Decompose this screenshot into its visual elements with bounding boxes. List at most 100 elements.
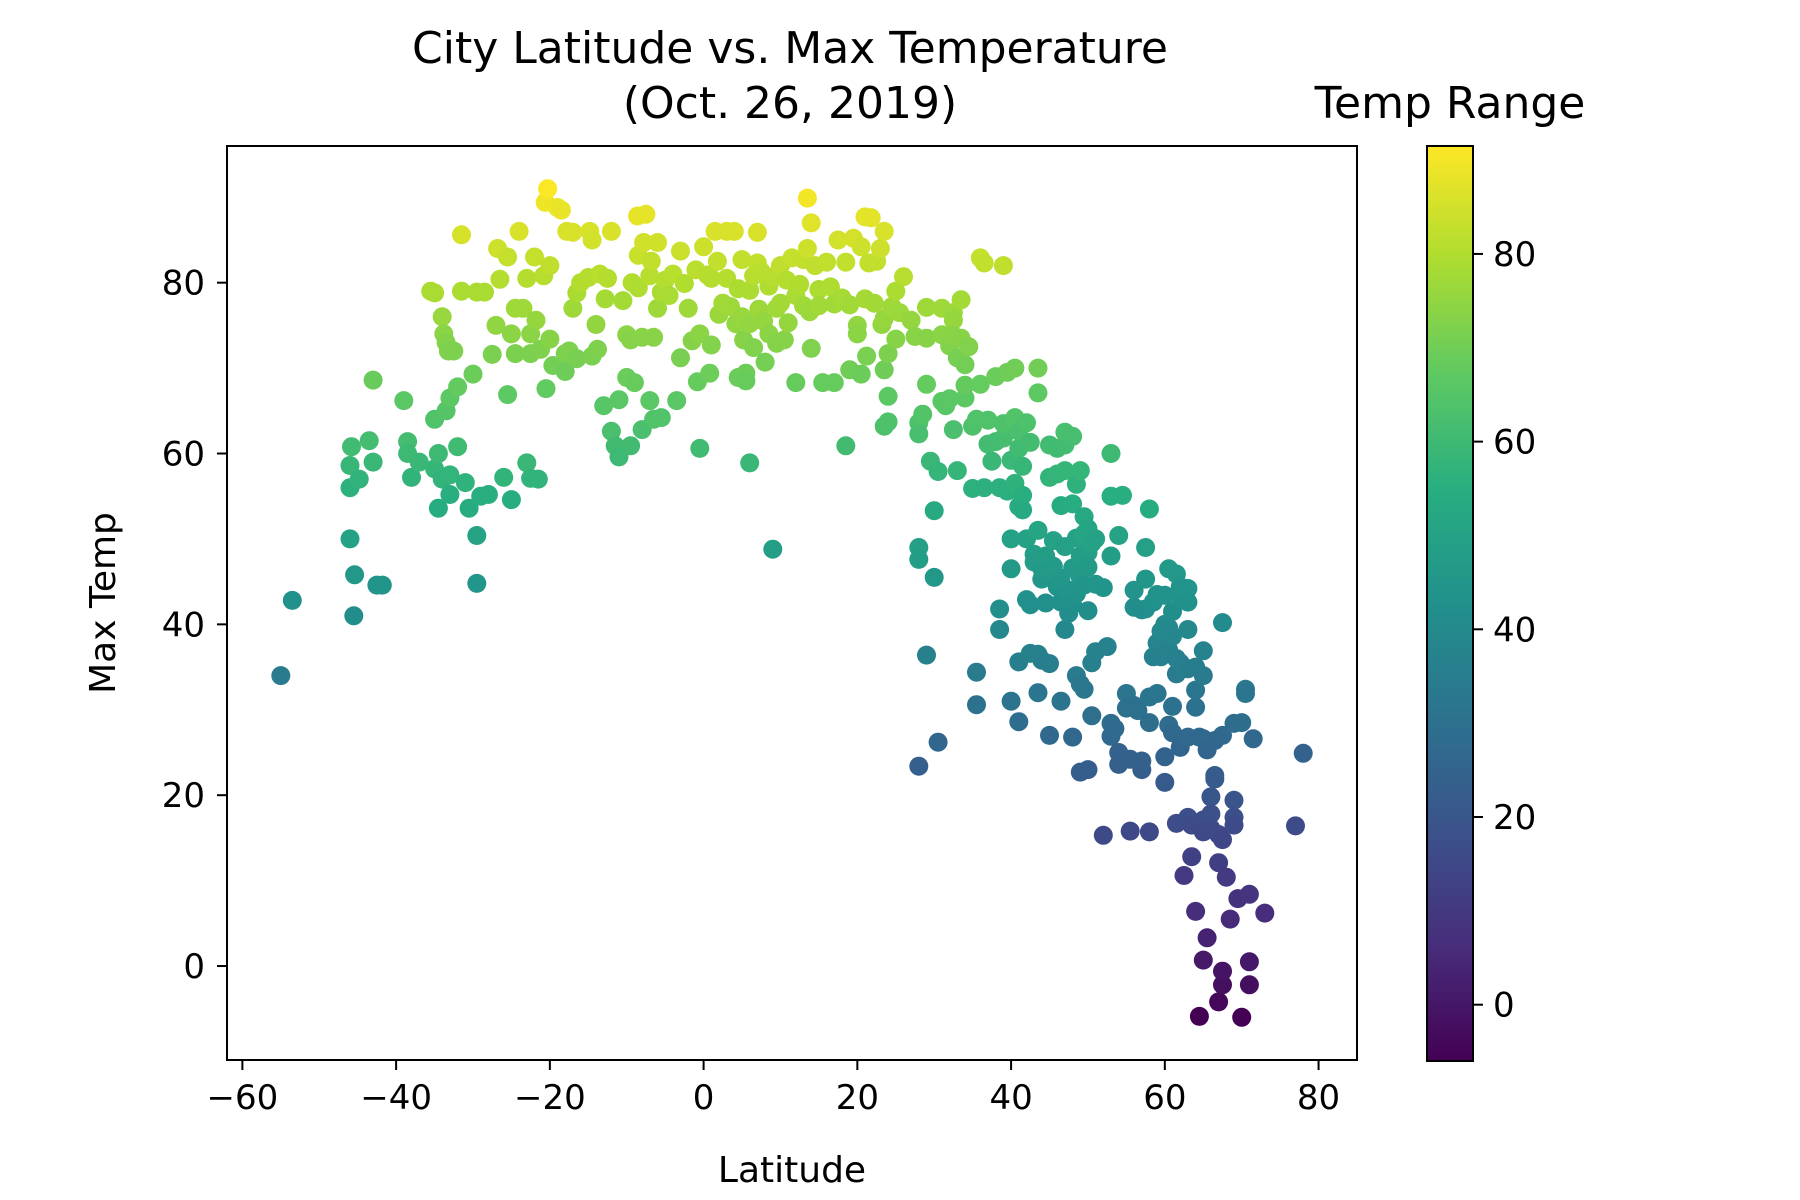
data-point [475, 282, 494, 302]
data-point [525, 247, 544, 267]
data-point [1055, 461, 1075, 481]
data-point [490, 269, 510, 289]
data-point [836, 252, 856, 272]
data-point [1013, 456, 1033, 476]
colorbar [1426, 145, 1474, 1062]
data-point [1232, 1007, 1252, 1027]
data-point [1155, 772, 1175, 792]
data-point [648, 298, 667, 318]
data-point [724, 221, 744, 241]
data-point [1013, 500, 1033, 520]
data-point [978, 410, 998, 430]
data-point [947, 461, 967, 481]
data-point [943, 310, 963, 330]
colorbar-tick-label: 60 [1493, 423, 1536, 463]
data-point [1213, 961, 1232, 981]
data-point [501, 324, 521, 344]
data-point [990, 599, 1010, 619]
data-point [452, 225, 471, 245]
data-point [498, 385, 518, 405]
data-point [1286, 816, 1305, 836]
data-point [432, 307, 452, 327]
x-tick-label: −60 [206, 1078, 278, 1118]
data-point [428, 444, 448, 463]
data-point [601, 421, 621, 441]
x-axis-label: Latitude [718, 1150, 866, 1191]
data-point [555, 362, 575, 381]
data-point [917, 297, 936, 317]
x-tick-label: 20 [836, 1078, 879, 1118]
data-point [864, 293, 884, 313]
data-point [528, 469, 548, 489]
data-point [1182, 847, 1202, 867]
data-point [467, 526, 487, 545]
data-point [1139, 822, 1159, 842]
data-point [1209, 853, 1229, 873]
data-point [486, 315, 506, 335]
data-point [659, 286, 679, 305]
data-point [425, 283, 445, 303]
data-point [1028, 383, 1048, 403]
data-point [836, 436, 856, 456]
data-point [1232, 713, 1252, 733]
data-point [640, 266, 660, 286]
data-point [1139, 499, 1159, 519]
data-point [1213, 725, 1232, 745]
data-point [909, 424, 929, 444]
data-point [1213, 613, 1232, 633]
data-point [594, 396, 614, 416]
data-point [763, 539, 783, 559]
data-point [340, 529, 360, 549]
data-point [394, 391, 414, 411]
data-point [641, 251, 661, 271]
data-point [1155, 585, 1175, 605]
data-point [1209, 992, 1229, 1012]
x-tick-label: −20 [514, 1078, 586, 1118]
data-point [1020, 595, 1040, 615]
data-point [755, 352, 775, 372]
data-point [505, 344, 525, 364]
data-point [1028, 358, 1048, 378]
data-point [586, 315, 606, 334]
data-point [982, 451, 1002, 471]
data-point [874, 221, 894, 241]
data-point [1220, 909, 1240, 929]
data-point [928, 732, 948, 752]
data-point [1028, 683, 1048, 703]
data-point [538, 179, 558, 199]
data-point [707, 251, 727, 271]
data-point [1001, 529, 1021, 549]
data-point [582, 230, 602, 250]
data-point [1113, 485, 1132, 505]
data-point [372, 575, 392, 595]
data-point [1086, 529, 1106, 549]
data-point [651, 408, 671, 428]
data-point [736, 371, 756, 391]
data-point [342, 437, 361, 457]
data-point [1216, 867, 1236, 887]
data-point [1193, 641, 1213, 661]
x-tick-label: −40 [360, 1078, 432, 1118]
data-point [1136, 538, 1156, 557]
data-point [674, 274, 694, 293]
data-point [448, 437, 468, 457]
data-point [701, 268, 721, 288]
data-point [498, 247, 518, 267]
data-point [886, 329, 906, 349]
data-point [1109, 526, 1129, 545]
data-point [567, 349, 587, 369]
data-point [459, 498, 479, 518]
data-point [282, 590, 302, 610]
data-point [959, 337, 979, 357]
x-tick-label: 0 [693, 1078, 715, 1118]
data-point [648, 233, 667, 252]
data-point [1243, 729, 1263, 749]
data-point [878, 412, 898, 432]
data-point [1193, 950, 1213, 970]
data-point [1040, 725, 1059, 745]
data-point [644, 327, 664, 347]
data-point [1078, 557, 1098, 577]
data-point [1093, 578, 1113, 598]
data-point [694, 237, 714, 257]
data-point [1028, 520, 1048, 540]
